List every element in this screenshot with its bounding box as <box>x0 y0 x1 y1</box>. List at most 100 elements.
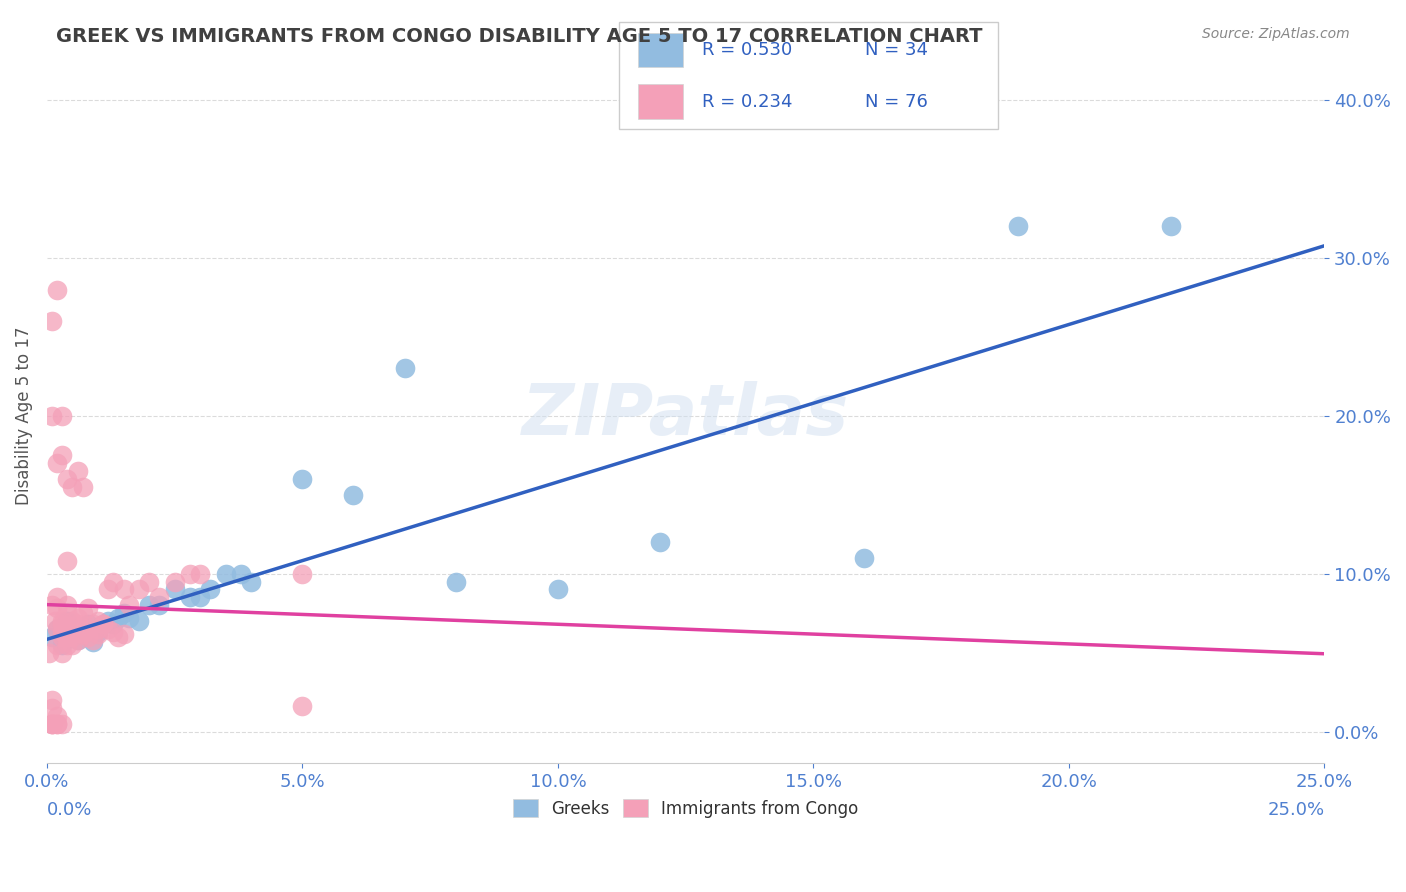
FancyBboxPatch shape <box>638 85 683 119</box>
Text: N = 76: N = 76 <box>866 93 928 111</box>
Point <box>103 625 125 640</box>
Point <box>91 617 114 632</box>
Point <box>51 716 73 731</box>
Point <box>291 472 314 486</box>
Point <box>38 646 60 660</box>
Point <box>62 630 84 644</box>
Point <box>853 550 876 565</box>
Point <box>62 626 84 640</box>
Point <box>112 606 135 620</box>
Text: Source: ZipAtlas.com: Source: ZipAtlas.com <box>1202 27 1350 41</box>
Point <box>394 361 416 376</box>
Point <box>41 630 63 644</box>
Point <box>1160 219 1182 234</box>
Point <box>51 638 73 652</box>
Point <box>72 606 94 620</box>
Point <box>62 614 84 628</box>
Point <box>87 625 110 640</box>
Point <box>56 622 79 636</box>
FancyBboxPatch shape <box>619 22 998 129</box>
Point <box>56 638 79 652</box>
Point <box>41 409 63 423</box>
Point <box>72 480 94 494</box>
Point <box>41 716 63 731</box>
Point <box>46 456 69 470</box>
Point <box>163 582 186 597</box>
Text: R = 0.234: R = 0.234 <box>702 93 793 111</box>
Point <box>56 472 79 486</box>
Point <box>41 599 63 613</box>
Point <box>72 626 94 640</box>
Point <box>138 599 160 613</box>
Point <box>97 614 120 628</box>
Point <box>66 632 89 647</box>
Point <box>46 622 69 636</box>
Point <box>188 566 211 581</box>
Point <box>103 617 125 632</box>
Text: 0.0%: 0.0% <box>46 801 93 820</box>
Point <box>97 582 120 597</box>
Point <box>66 632 89 647</box>
Point <box>56 599 79 613</box>
Point <box>87 626 110 640</box>
Point <box>62 630 84 644</box>
Point <box>240 574 263 589</box>
Point <box>163 574 186 589</box>
Point <box>291 566 314 581</box>
Point <box>76 622 98 636</box>
Point <box>46 622 69 636</box>
Y-axis label: Disability Age 5 to 17: Disability Age 5 to 17 <box>15 326 32 505</box>
Point <box>41 701 63 715</box>
Point <box>72 625 94 640</box>
Point <box>62 622 84 636</box>
Point <box>51 409 73 423</box>
Point <box>1007 219 1029 234</box>
Point <box>148 591 170 605</box>
Text: ZIPatlas: ZIPatlas <box>522 381 849 450</box>
Point <box>51 625 73 640</box>
Point <box>91 617 114 632</box>
Point <box>107 630 129 644</box>
Text: N = 34: N = 34 <box>866 41 928 59</box>
Point <box>118 599 141 613</box>
Point <box>51 448 73 462</box>
Point <box>547 582 569 597</box>
Point <box>128 582 150 597</box>
Point <box>342 488 364 502</box>
Point <box>41 314 63 328</box>
Point <box>97 622 120 636</box>
Point <box>51 630 73 644</box>
Point <box>62 638 84 652</box>
Point <box>128 614 150 628</box>
Point <box>66 617 89 632</box>
Point <box>46 591 69 605</box>
Point <box>62 480 84 494</box>
Point <box>648 535 671 549</box>
Point <box>107 611 129 625</box>
Point <box>66 611 89 625</box>
Text: 25.0%: 25.0% <box>1267 801 1324 820</box>
Point <box>46 283 69 297</box>
Point <box>76 630 98 644</box>
Point <box>215 566 238 581</box>
Legend: Greeks, Immigrants from Congo: Greeks, Immigrants from Congo <box>506 793 865 824</box>
Point <box>103 574 125 589</box>
Point <box>51 617 73 632</box>
Point <box>56 630 79 644</box>
Point <box>291 699 314 714</box>
Point <box>112 582 135 597</box>
Point <box>66 464 89 478</box>
FancyBboxPatch shape <box>638 33 683 67</box>
Point <box>76 601 98 615</box>
Point <box>51 614 73 628</box>
Point <box>82 617 104 632</box>
Point <box>87 622 110 636</box>
Point <box>444 574 467 589</box>
Point <box>56 554 79 568</box>
Point <box>44 614 66 628</box>
Point <box>200 582 222 597</box>
Point <box>82 632 104 647</box>
Point <box>138 574 160 589</box>
Point <box>41 716 63 731</box>
Text: GREEK VS IMMIGRANTS FROM CONGO DISABILITY AGE 5 TO 17 CORRELATION CHART: GREEK VS IMMIGRANTS FROM CONGO DISABILIT… <box>56 27 983 45</box>
